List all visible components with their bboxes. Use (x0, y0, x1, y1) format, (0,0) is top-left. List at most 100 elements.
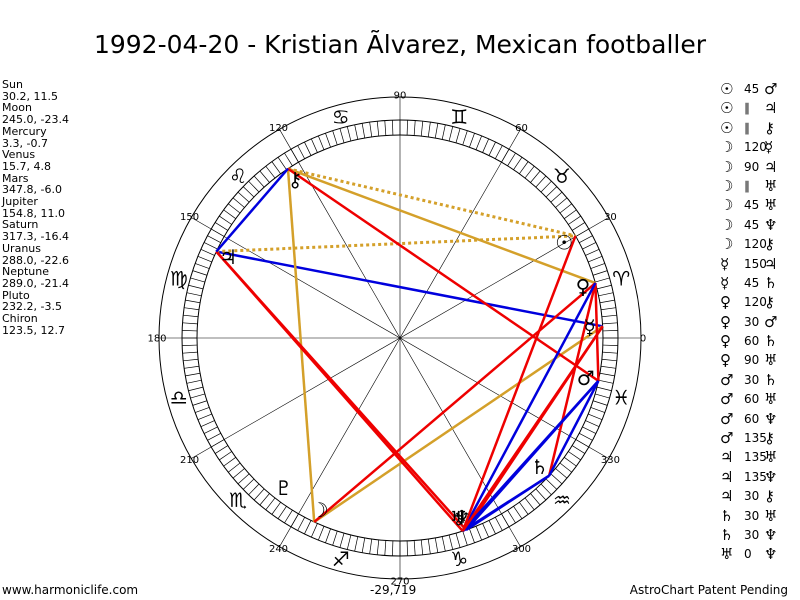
degree-tick (195, 263, 210, 269)
aspect-planet-a-icon: ♂ (720, 409, 734, 428)
aspect-planet-b-icon: ♅ (764, 390, 778, 409)
chart-title: 1992-04-20 - Kristian Ãlvarez, Mexican f… (93, 30, 707, 59)
aspect-row: ☉ 45 ♂ (720, 80, 790, 99)
degree-tick (550, 191, 563, 203)
aspect-line (547, 282, 597, 476)
aspect-row: ♀ 90 ♅ (720, 351, 790, 370)
footer-credit: AstroChart Patent Pending (629, 583, 788, 597)
degree-tick (271, 502, 281, 515)
degree-tick (420, 539, 424, 555)
degree-tick (545, 186, 558, 198)
degree-tick (455, 533, 461, 548)
planet-position: 123.5, 12.7 (2, 323, 65, 337)
planet-position: 245.0, -23.4 (2, 113, 69, 127)
zodiac-sign-icon: ♌ (229, 164, 247, 188)
aspect-row: ☿ 45 ♄ (720, 274, 790, 293)
degree-tick (325, 133, 331, 148)
degree-tick (200, 420, 215, 427)
aspect-line (216, 250, 603, 328)
degree-tick (488, 141, 496, 156)
planet-name: Mars (2, 171, 29, 185)
degree-tick (346, 534, 352, 550)
aspect-angle: 45 (744, 217, 760, 232)
degree-tick (242, 186, 255, 198)
degree-tick (530, 493, 541, 506)
aspect-row: ☉ ∥ ♃ (720, 99, 790, 118)
aspect-planet-a-icon: ☽ (720, 138, 734, 157)
zodiac-sign-icon: ♑ (450, 547, 468, 571)
degree-tick (579, 235, 593, 244)
degree-tick (441, 124, 446, 140)
planet-glyph-icon: ☿ (584, 315, 596, 339)
degree-tick (588, 256, 603, 263)
degree-tick (203, 426, 218, 434)
aspect-angle: 60 (744, 334, 760, 349)
planet-name: Jupiter (2, 195, 38, 209)
degree-tick (540, 180, 552, 193)
degree-tick (339, 128, 345, 143)
planet-name: Venus (2, 148, 36, 162)
aspect-planet-b-icon: ⚷ (764, 487, 775, 506)
degree-tick (599, 299, 615, 304)
aspect-planet-b-icon: ♃ (764, 254, 778, 273)
planet-name: Neptune (2, 265, 50, 279)
degree-tick (223, 209, 236, 219)
degree-label: 300 (512, 544, 531, 555)
degree-tick (277, 506, 287, 519)
degree-label: 240 (269, 544, 288, 555)
planet-position-list: Sun 30.2, 11.5 Moon 245.0, -23.4 Mercury 3.3,… (2, 79, 69, 336)
planet-position: 30.2, 11.5 (2, 89, 58, 103)
planet-position: 288.0, -22.6 (2, 253, 69, 267)
degree-tick (513, 157, 523, 170)
planet-name: Mercury (2, 124, 47, 138)
aspect-planet-a-icon: ☿ (720, 254, 730, 273)
aspect-line (461, 380, 600, 532)
degree-tick (214, 222, 229, 231)
zodiac-sign-icon: ♋ (332, 105, 350, 129)
degree-tick (325, 528, 331, 543)
aspect-row: ☽ 45 ♅ (720, 196, 790, 215)
aspect-line (461, 282, 597, 532)
aspect-planet-a-icon: ♂ (720, 370, 734, 389)
aspect-planet-a-icon: ☽ (720, 157, 734, 176)
degree-tick (332, 130, 338, 146)
degree-tick (579, 432, 593, 441)
aspect-row: ☽ 120 ☿ (720, 138, 790, 157)
degree-tick (602, 351, 618, 354)
degree-tick (550, 473, 563, 485)
aspect-angle: 45 (744, 198, 760, 213)
degree-tick (207, 432, 221, 441)
aspect-row: ♀ 60 ♄ (720, 332, 790, 351)
degree-tick (184, 365, 200, 369)
degree-tick (376, 539, 380, 555)
aspect-angle: ∥ (744, 120, 750, 135)
degree-tick (219, 451, 232, 461)
degree-tick (455, 128, 461, 143)
aspect-planet-a-icon: ☽ (720, 235, 734, 254)
aspect-row: ☽ 90 ♃ (720, 158, 790, 177)
degree-tick (311, 138, 318, 153)
aspect-angle: ∥ (744, 101, 750, 116)
degree-tick (384, 120, 387, 136)
aspect-planet-a-icon: ♀ (720, 312, 731, 331)
degree-tick (182, 351, 198, 354)
aspect-planet-b-icon: ♂ (764, 80, 778, 98)
degree-tick (284, 509, 293, 524)
planet-glyph-icon: ☽ (311, 498, 329, 522)
planet-glyph-icon: ♃ (219, 245, 237, 269)
degree-tick (590, 263, 605, 269)
degree-tick (369, 122, 373, 138)
degree-tick (392, 120, 394, 136)
degree-tick (475, 526, 482, 541)
degree-tick (318, 526, 325, 541)
degree-tick (183, 314, 199, 318)
degree-tick (427, 122, 431, 138)
degree-tick (413, 540, 416, 556)
aspect-planet-a-icon: ☿ (720, 273, 730, 292)
degree-tick (265, 165, 276, 179)
degree-tick (571, 445, 586, 454)
degree-tick (448, 126, 454, 142)
aspect-planet-a-icon: ☽ (720, 176, 734, 195)
degree-tick (595, 277, 610, 283)
aspect-planet-a-icon: ☽ (720, 196, 734, 215)
